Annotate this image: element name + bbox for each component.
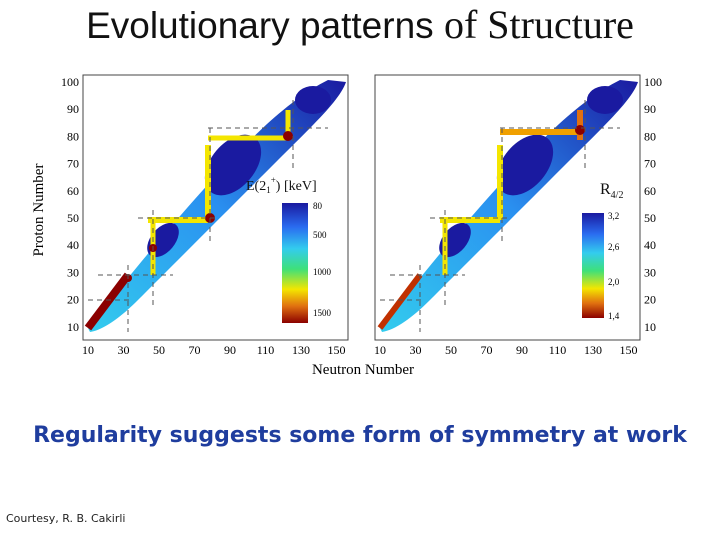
right-x-tick-110: 110: [549, 343, 567, 357]
right-colorbar-tick-3: 1,4: [608, 311, 620, 321]
left-colorbar: [282, 203, 308, 323]
left-y-tick-100: 100: [61, 75, 79, 89]
left-dashed-guides: [88, 100, 328, 332]
left-x-tick-30: 30: [118, 343, 130, 357]
left-x-tick-110: 110: [257, 343, 275, 357]
left-x-tick-50: 50: [153, 343, 165, 357]
y-axis-label: Proton Number: [31, 164, 47, 257]
right-y-tick-100: 100: [644, 75, 662, 89]
right-colorbar-tick-2: 2,0: [608, 277, 620, 287]
left-colorbar-tick-3: 1500: [313, 308, 332, 318]
right-x-tick-130: 130: [584, 343, 602, 357]
right-colorbar-tick-0: 3,2: [608, 211, 619, 221]
right-y-tick-80: 80: [644, 129, 656, 143]
left-deformed-region-1: [204, 134, 262, 196]
title-part-2: of Structure: [443, 2, 634, 47]
left-colorbar-tick-2: 1000: [313, 267, 332, 277]
left-y-tick-70: 70: [67, 157, 79, 171]
right-panel: R4/2 3,2 2,6 2,0 1,4: [374, 74, 641, 341]
left-y-tick-40: 40: [67, 238, 79, 252]
left-y-tick-60: 60: [67, 184, 79, 198]
right-colorbar: [582, 213, 604, 318]
image-credit: Courtesy, R. B. Cakirli: [6, 512, 126, 525]
right-x-tick-10: 10: [374, 343, 386, 357]
x-axis-label: Neutron Number: [312, 362, 414, 378]
right-y-tick-40: 40: [644, 238, 656, 252]
left-x-ticks: 10 30 50 70 90 110 130 150: [82, 343, 346, 357]
left-y-ticks: 100 90 80 70 60 50 40 30 20 10: [61, 75, 79, 334]
right-y-ticks: 100 90 80 70 60 50 40 30 20 10: [644, 75, 662, 334]
right-y-tick-10: 10: [644, 320, 656, 334]
left-x-tick-10: 10: [82, 343, 94, 357]
right-y-tick-30: 30: [644, 265, 656, 279]
slide-caption: Regularity suggests some form of symmetr…: [33, 423, 687, 448]
left-x-tick-150: 150: [328, 343, 346, 357]
right-panel-label: R4/2: [600, 181, 623, 201]
left-x-tick-90: 90: [224, 343, 236, 357]
left-y-tick-20: 20: [67, 293, 79, 307]
left-y-tick-90: 90: [67, 102, 79, 116]
left-y-tick-10: 10: [67, 320, 79, 334]
right-y-tick-20: 20: [644, 293, 656, 307]
right-x-tick-90: 90: [516, 343, 528, 357]
left-y-tick-80: 80: [67, 129, 79, 143]
right-colorbar-tick-1: 2,6: [608, 242, 620, 252]
left-x-tick-130: 130: [292, 343, 310, 357]
left-y-tick-30: 30: [67, 265, 79, 279]
right-y-tick-50: 50: [644, 211, 656, 225]
right-x-tick-50: 50: [445, 343, 457, 357]
right-y-tick-60: 60: [644, 184, 656, 198]
slide-title: Evolutionary patterns of Structure: [0, 2, 720, 49]
right-doubly-magic-208pb: [575, 125, 585, 135]
left-light-nuclei-region: [84, 272, 132, 331]
right-light-nuclei-region: [377, 273, 423, 330]
left-deformed-region-2: [295, 86, 331, 114]
left-panel: E(21+) [keV] 80 500 1000 1500: [82, 74, 349, 341]
left-x-tick-70: 70: [189, 343, 201, 357]
right-dashed-guides: [380, 100, 620, 332]
structure-maps-figure: E(21+) [keV] 80 500 1000 1500 R4/2 3,2 2…: [31, 74, 662, 378]
left-colorbar-tick-1: 500: [313, 230, 327, 240]
right-y-tick-70: 70: [644, 157, 656, 171]
right-deformed-region-2: [587, 86, 623, 114]
left-panel-label: E(21+) [keV]: [246, 175, 317, 195]
title-part-1: Evolutionary patterns: [86, 5, 434, 46]
left-doubly-magic-208pb: [283, 131, 293, 141]
right-x-tick-150: 150: [620, 343, 638, 357]
left-y-tick-50: 50: [67, 211, 79, 225]
right-x-ticks: 10 30 50 70 90 110 130 150: [374, 343, 638, 357]
left-colorbar-tick-0: 80: [313, 201, 323, 211]
right-y-tick-90: 90: [644, 102, 656, 116]
right-x-tick-30: 30: [410, 343, 422, 357]
right-deformed-region-1: [496, 134, 554, 196]
right-x-tick-70: 70: [481, 343, 493, 357]
